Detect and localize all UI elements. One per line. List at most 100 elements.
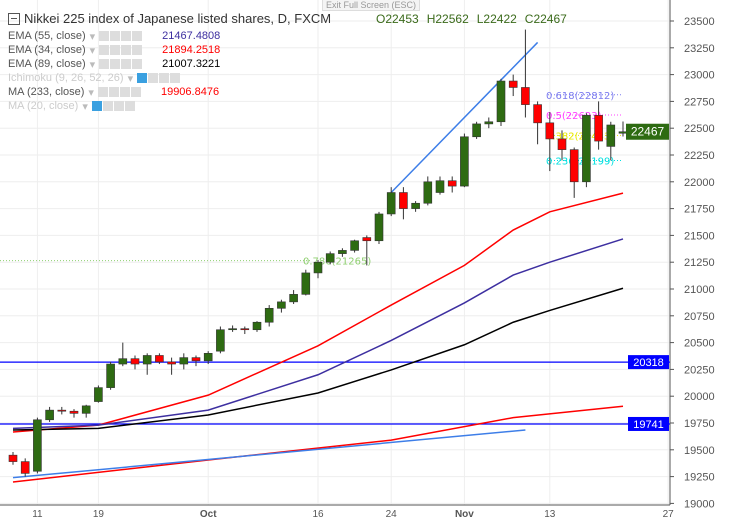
plus-icon[interactable]: [119, 87, 130, 97]
candle-body: [411, 202, 420, 209]
close-icon[interactable]: [130, 87, 141, 97]
chevron-down-icon[interactable]: ▾: [127, 72, 134, 85]
gear-icon[interactable]: [110, 59, 121, 69]
candle-body: [618, 131, 628, 134]
candle: [142, 353, 152, 375]
indicator-row[interactable]: EMA (89, close) ▾ 21007.3221: [8, 57, 331, 71]
candle-body: [533, 104, 542, 124]
candle: [118, 342, 128, 367]
eye-icon[interactable]: [137, 73, 148, 83]
x-tick-label: Nov: [455, 509, 474, 520]
indicator-name: EMA (55, close): [8, 30, 86, 42]
candle-body: [289, 294, 298, 303]
candle: [484, 117, 494, 129]
candle-body: [118, 358, 128, 365]
candle-body: [557, 138, 567, 150]
price-label: 20318: [633, 357, 664, 369]
y-tick-label: 21750: [684, 204, 715, 216]
chart-title: Nikkei 225 index of Japanese listed shar…: [8, 11, 331, 26]
candle-body: [240, 328, 250, 331]
close-icon[interactable]: [132, 45, 143, 55]
collapse-icon[interactable]: [8, 12, 20, 25]
candle-body: [447, 180, 457, 187]
ohlc-readout: O22453 H22562 L22422 C22467: [376, 12, 567, 26]
gear-icon[interactable]: [110, 31, 121, 41]
candle: [618, 121, 628, 137]
indicator-row[interactable]: MA (20, close) ▾: [8, 99, 331, 113]
close-icon[interactable]: [132, 31, 143, 41]
candle: [228, 325, 237, 332]
candle: [496, 78, 506, 127]
candle: [362, 235, 372, 266]
chevron-down-icon[interactable]: ▾: [89, 30, 96, 43]
plus-icon[interactable]: [113, 101, 124, 111]
indicator-line: [12, 405, 624, 483]
gear-icon[interactable]: [148, 73, 159, 83]
plus-icon[interactable]: [121, 45, 132, 55]
candle-body: [33, 419, 42, 472]
plus-icon[interactable]: [121, 59, 132, 69]
y-tick-label: 19750: [684, 418, 715, 430]
close-icon[interactable]: [132, 59, 143, 69]
candle: [447, 176, 457, 193]
chevron-down-icon[interactable]: ▾: [89, 44, 96, 57]
chevron-down-icon[interactable]: ▾: [88, 86, 94, 99]
gear-icon[interactable]: [110, 45, 121, 55]
candle: [411, 201, 420, 212]
y-tick-label: 23250: [684, 43, 715, 55]
candle-body: [350, 240, 359, 251]
eye-icon[interactable]: [99, 59, 110, 69]
candle-body: [386, 192, 396, 215]
candle-body: [191, 357, 201, 362]
candle-body: [435, 180, 445, 193]
fib-level-label: 0.236(22199): [546, 156, 614, 167]
indicator-row[interactable]: Ichimoku (9, 26, 52, 26) ▾: [8, 71, 331, 85]
eye-icon[interactable]: [99, 45, 110, 55]
candle-body: [594, 115, 603, 142]
indicator-value: 21007.3221: [162, 58, 221, 70]
eye-icon[interactable]: [99, 31, 110, 41]
chart-legend: Nikkei 225 index of Japanese listed shar…: [8, 11, 331, 113]
price-label: 19741: [633, 419, 664, 431]
candle-body: [399, 192, 408, 209]
candle: [203, 351, 213, 365]
candle-body: [81, 405, 91, 414]
candle-body: [20, 461, 30, 474]
candle: [350, 239, 359, 253]
eye-icon[interactable]: [97, 87, 108, 97]
candle-body: [264, 307, 274, 323]
close-icon[interactable]: [170, 73, 181, 83]
chevron-down-icon[interactable]: ▾: [89, 58, 96, 71]
gear-icon[interactable]: [108, 87, 119, 97]
y-tick-label: 20750: [684, 311, 715, 323]
fib-level-label: 0.5(22623): [546, 111, 602, 122]
indicator-row[interactable]: EMA (34, close) ▾ 21894.2518: [8, 43, 331, 57]
candle: [435, 176, 445, 195]
indicator-row[interactable]: MA (233, close) ▾ 19906.8476: [8, 85, 331, 99]
eye-icon[interactable]: [91, 101, 102, 111]
x-tick-label: 19: [93, 509, 105, 520]
plus-icon[interactable]: [159, 73, 170, 83]
last-price-box: [626, 123, 669, 140]
candle: [167, 357, 176, 375]
y-tick-label: 22250: [684, 150, 715, 162]
close-value: C22467: [524, 12, 567, 26]
indicator-name: EMA (89, close): [8, 58, 86, 70]
x-tick-label: 11: [32, 509, 43, 520]
y-tick-label: 20250: [684, 364, 715, 376]
chevron-down-icon[interactable]: ▾: [82, 100, 88, 113]
gear-icon[interactable]: [102, 101, 113, 111]
candle: [460, 133, 469, 188]
y-tick-label: 21000: [684, 284, 715, 296]
candle: [264, 305, 274, 327]
plus-icon[interactable]: [121, 31, 132, 41]
fib-level-label: 0.618(22812): [546, 91, 614, 102]
candle: [130, 355, 140, 370]
candle-body: [508, 80, 518, 88]
candle-body: [301, 272, 311, 295]
indicator-row[interactable]: EMA (55, close) ▾ 21467.4808: [8, 29, 331, 43]
candle: [69, 409, 79, 418]
candle-body: [57, 409, 67, 412]
close-icon[interactable]: [124, 101, 135, 111]
